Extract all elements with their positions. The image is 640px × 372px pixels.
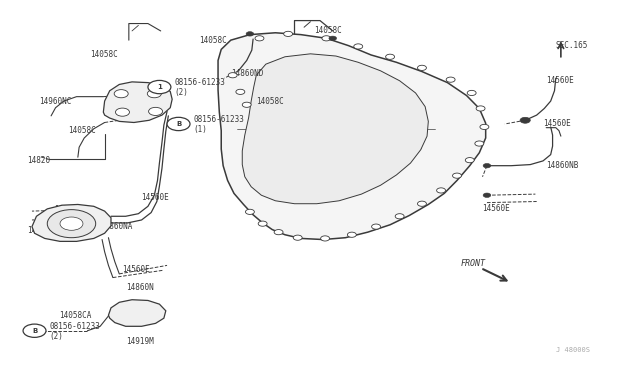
Circle shape (115, 108, 129, 116)
Circle shape (148, 108, 163, 115)
Text: FRONT: FRONT (460, 259, 485, 268)
Text: B: B (176, 121, 181, 127)
Polygon shape (218, 33, 486, 240)
Polygon shape (32, 205, 111, 241)
Circle shape (354, 44, 363, 49)
Circle shape (284, 31, 292, 36)
Circle shape (228, 73, 237, 78)
Circle shape (47, 210, 96, 238)
Circle shape (520, 117, 531, 123)
Circle shape (483, 193, 491, 198)
Text: J 48000S: J 48000S (556, 347, 590, 353)
Text: 14560E: 14560E (27, 226, 54, 235)
Circle shape (480, 124, 489, 129)
Circle shape (60, 217, 83, 230)
Circle shape (467, 90, 476, 96)
Polygon shape (103, 82, 172, 122)
Text: 14058C: 14058C (68, 126, 96, 135)
Text: 14820: 14820 (27, 155, 50, 165)
Circle shape (114, 90, 128, 98)
Text: 14860ND: 14860ND (231, 69, 263, 78)
Circle shape (483, 163, 491, 168)
Text: (2): (2) (174, 88, 188, 97)
Text: 14560E: 14560E (483, 203, 510, 213)
Text: 14919M: 14919M (125, 337, 154, 346)
Text: 14058CA: 14058CA (59, 311, 91, 320)
Circle shape (246, 32, 253, 36)
Text: 14560E: 14560E (54, 205, 81, 215)
Circle shape (436, 188, 445, 193)
Text: 14860NB: 14860NB (546, 161, 579, 170)
Circle shape (148, 80, 171, 94)
Polygon shape (108, 300, 166, 326)
Text: 14960NC: 14960NC (40, 97, 72, 106)
Text: 08156-61233: 08156-61233 (193, 115, 244, 124)
Circle shape (417, 201, 426, 206)
Circle shape (167, 117, 190, 131)
Text: 08156-61233: 08156-61233 (49, 322, 100, 331)
Text: 14560E: 14560E (122, 264, 150, 273)
Text: (2): (2) (49, 332, 63, 341)
Text: 08156-61233: 08156-61233 (174, 78, 225, 87)
Text: (1): (1) (193, 125, 207, 134)
Circle shape (23, 324, 46, 337)
Text: 1: 1 (157, 84, 162, 90)
Circle shape (446, 77, 455, 82)
Circle shape (329, 36, 337, 41)
Circle shape (348, 232, 356, 237)
Circle shape (386, 54, 394, 60)
Text: 14560E: 14560E (141, 193, 170, 202)
Circle shape (452, 173, 461, 178)
Circle shape (243, 102, 251, 108)
Text: SEC.165: SEC.165 (556, 41, 588, 50)
Text: 14560E: 14560E (546, 76, 574, 85)
Text: 14860N: 14860N (125, 283, 154, 292)
Circle shape (246, 209, 254, 214)
Circle shape (395, 214, 404, 219)
Circle shape (465, 158, 474, 163)
Text: 14058C: 14058C (91, 51, 118, 60)
Circle shape (372, 224, 381, 229)
Circle shape (255, 36, 264, 41)
Text: 14560E: 14560E (543, 119, 571, 128)
Circle shape (322, 36, 331, 41)
Circle shape (476, 106, 485, 111)
Text: B: B (32, 328, 37, 334)
Circle shape (417, 65, 426, 70)
Circle shape (475, 141, 484, 146)
Polygon shape (243, 54, 428, 204)
Text: 14860NA: 14860NA (100, 222, 132, 231)
Text: 14058C: 14058C (314, 26, 341, 35)
Text: 14058C: 14058C (256, 97, 284, 106)
Circle shape (274, 230, 283, 235)
Circle shape (293, 235, 302, 240)
Circle shape (258, 221, 267, 226)
Circle shape (321, 236, 330, 241)
Circle shape (147, 90, 161, 98)
Circle shape (236, 89, 245, 94)
Text: 14058C: 14058C (199, 36, 227, 45)
